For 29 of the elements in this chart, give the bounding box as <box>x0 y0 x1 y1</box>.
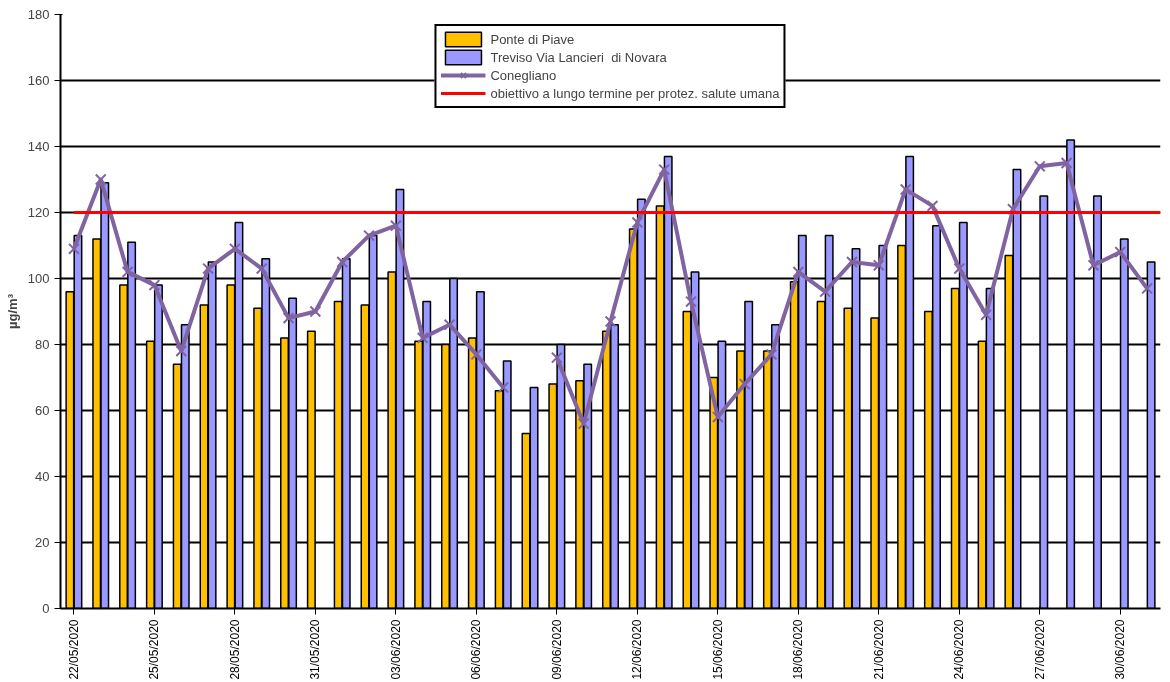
legend-label: Conegliano <box>490 66 557 84</box>
legend-label: obiettivo a lungo termine per protez. salute umana <box>490 84 780 102</box>
y-tick-label: 140 <box>27 139 50 154</box>
x-tick-label: 18/06/2020 <box>791 619 806 680</box>
x-tick-label: 25/05/2020 <box>147 619 162 680</box>
x-tick-label: 03/06/2020 <box>388 619 403 680</box>
legend-label: Ponte di Piave <box>490 30 575 48</box>
y-tick-label: 60 <box>35 403 50 418</box>
x-tick-label: 30/06/2020 <box>1113 619 1128 680</box>
x-tick-label: 09/06/2020 <box>549 619 564 680</box>
x-tick-label: 22/05/2020 <box>66 619 81 680</box>
y-tick-label: 100 <box>27 271 50 286</box>
x-tick-label: 27/06/2020 <box>1032 619 1047 680</box>
x-tick-label: 24/06/2020 <box>952 619 967 680</box>
y-tick-label: 80 <box>35 337 50 352</box>
x-tick-label: 15/06/2020 <box>710 619 725 680</box>
y-tick-label: 160 <box>27 73 50 88</box>
y-tick-label: 40 <box>35 469 50 484</box>
x-tick-label: 12/06/2020 <box>630 619 645 680</box>
y-tick-label: 180 <box>27 7 50 22</box>
y-tick-label: 120 <box>27 205 50 220</box>
y-tick-label: 0 <box>42 601 50 616</box>
y-axis-title: µg/m³ <box>4 293 20 329</box>
y-tick-label: 20 <box>35 535 50 550</box>
x-tick-label: 31/05/2020 <box>308 619 323 680</box>
legend-label: Treviso Via Lancieri di Novara <box>490 48 667 66</box>
x-tick-label: 28/05/2020 <box>227 619 242 680</box>
x-tick-label: 21/06/2020 <box>871 619 886 680</box>
x-tick-label: 06/06/2020 <box>469 619 484 680</box>
